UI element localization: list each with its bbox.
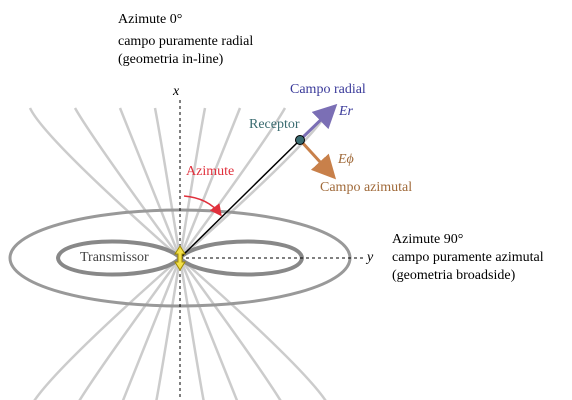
- field-line: [28, 107, 181, 259]
- field-line: [178, 257, 282, 400]
- field-line: [178, 107, 287, 259]
- label: Campo azimutal: [320, 180, 412, 195]
- label: Campo radial: [290, 82, 366, 97]
- radial-arrow: [298, 103, 338, 142]
- field-line: [33, 257, 181, 400]
- header-text: campo puramente radial: [118, 34, 253, 49]
- field-line: [178, 107, 242, 259]
- field-line: [178, 107, 207, 259]
- receiver-line: [179, 139, 301, 259]
- axis-label: x: [172, 84, 180, 99]
- field-line: [155, 257, 182, 400]
- azimuthal-arrow: [298, 138, 337, 180]
- field-lines: [28, 107, 332, 400]
- azimuth-arc: [183, 195, 222, 217]
- label: Azimute: [186, 164, 234, 179]
- field-line: [153, 107, 182, 259]
- header-text: Azimute 0°: [118, 12, 182, 27]
- transmitter-dipole: [174, 245, 186, 271]
- side-text: (geometria broadside): [392, 268, 516, 283]
- field-line: [178, 257, 205, 400]
- field-line: [78, 257, 182, 400]
- receiver: [295, 135, 305, 145]
- field-line: [118, 107, 182, 259]
- axis-label: y: [365, 250, 374, 265]
- label: Receptor: [249, 117, 300, 132]
- label: Transmissor: [80, 250, 149, 265]
- header-text: (geometria in-line): [118, 52, 224, 67]
- side-text: Azimute 90°: [392, 232, 463, 247]
- side-text: campo puramente azimutal: [392, 250, 544, 265]
- field-line: [179, 257, 327, 400]
- label: Er: [338, 104, 354, 119]
- field-line: [73, 107, 182, 259]
- label: Eϕ: [337, 152, 354, 167]
